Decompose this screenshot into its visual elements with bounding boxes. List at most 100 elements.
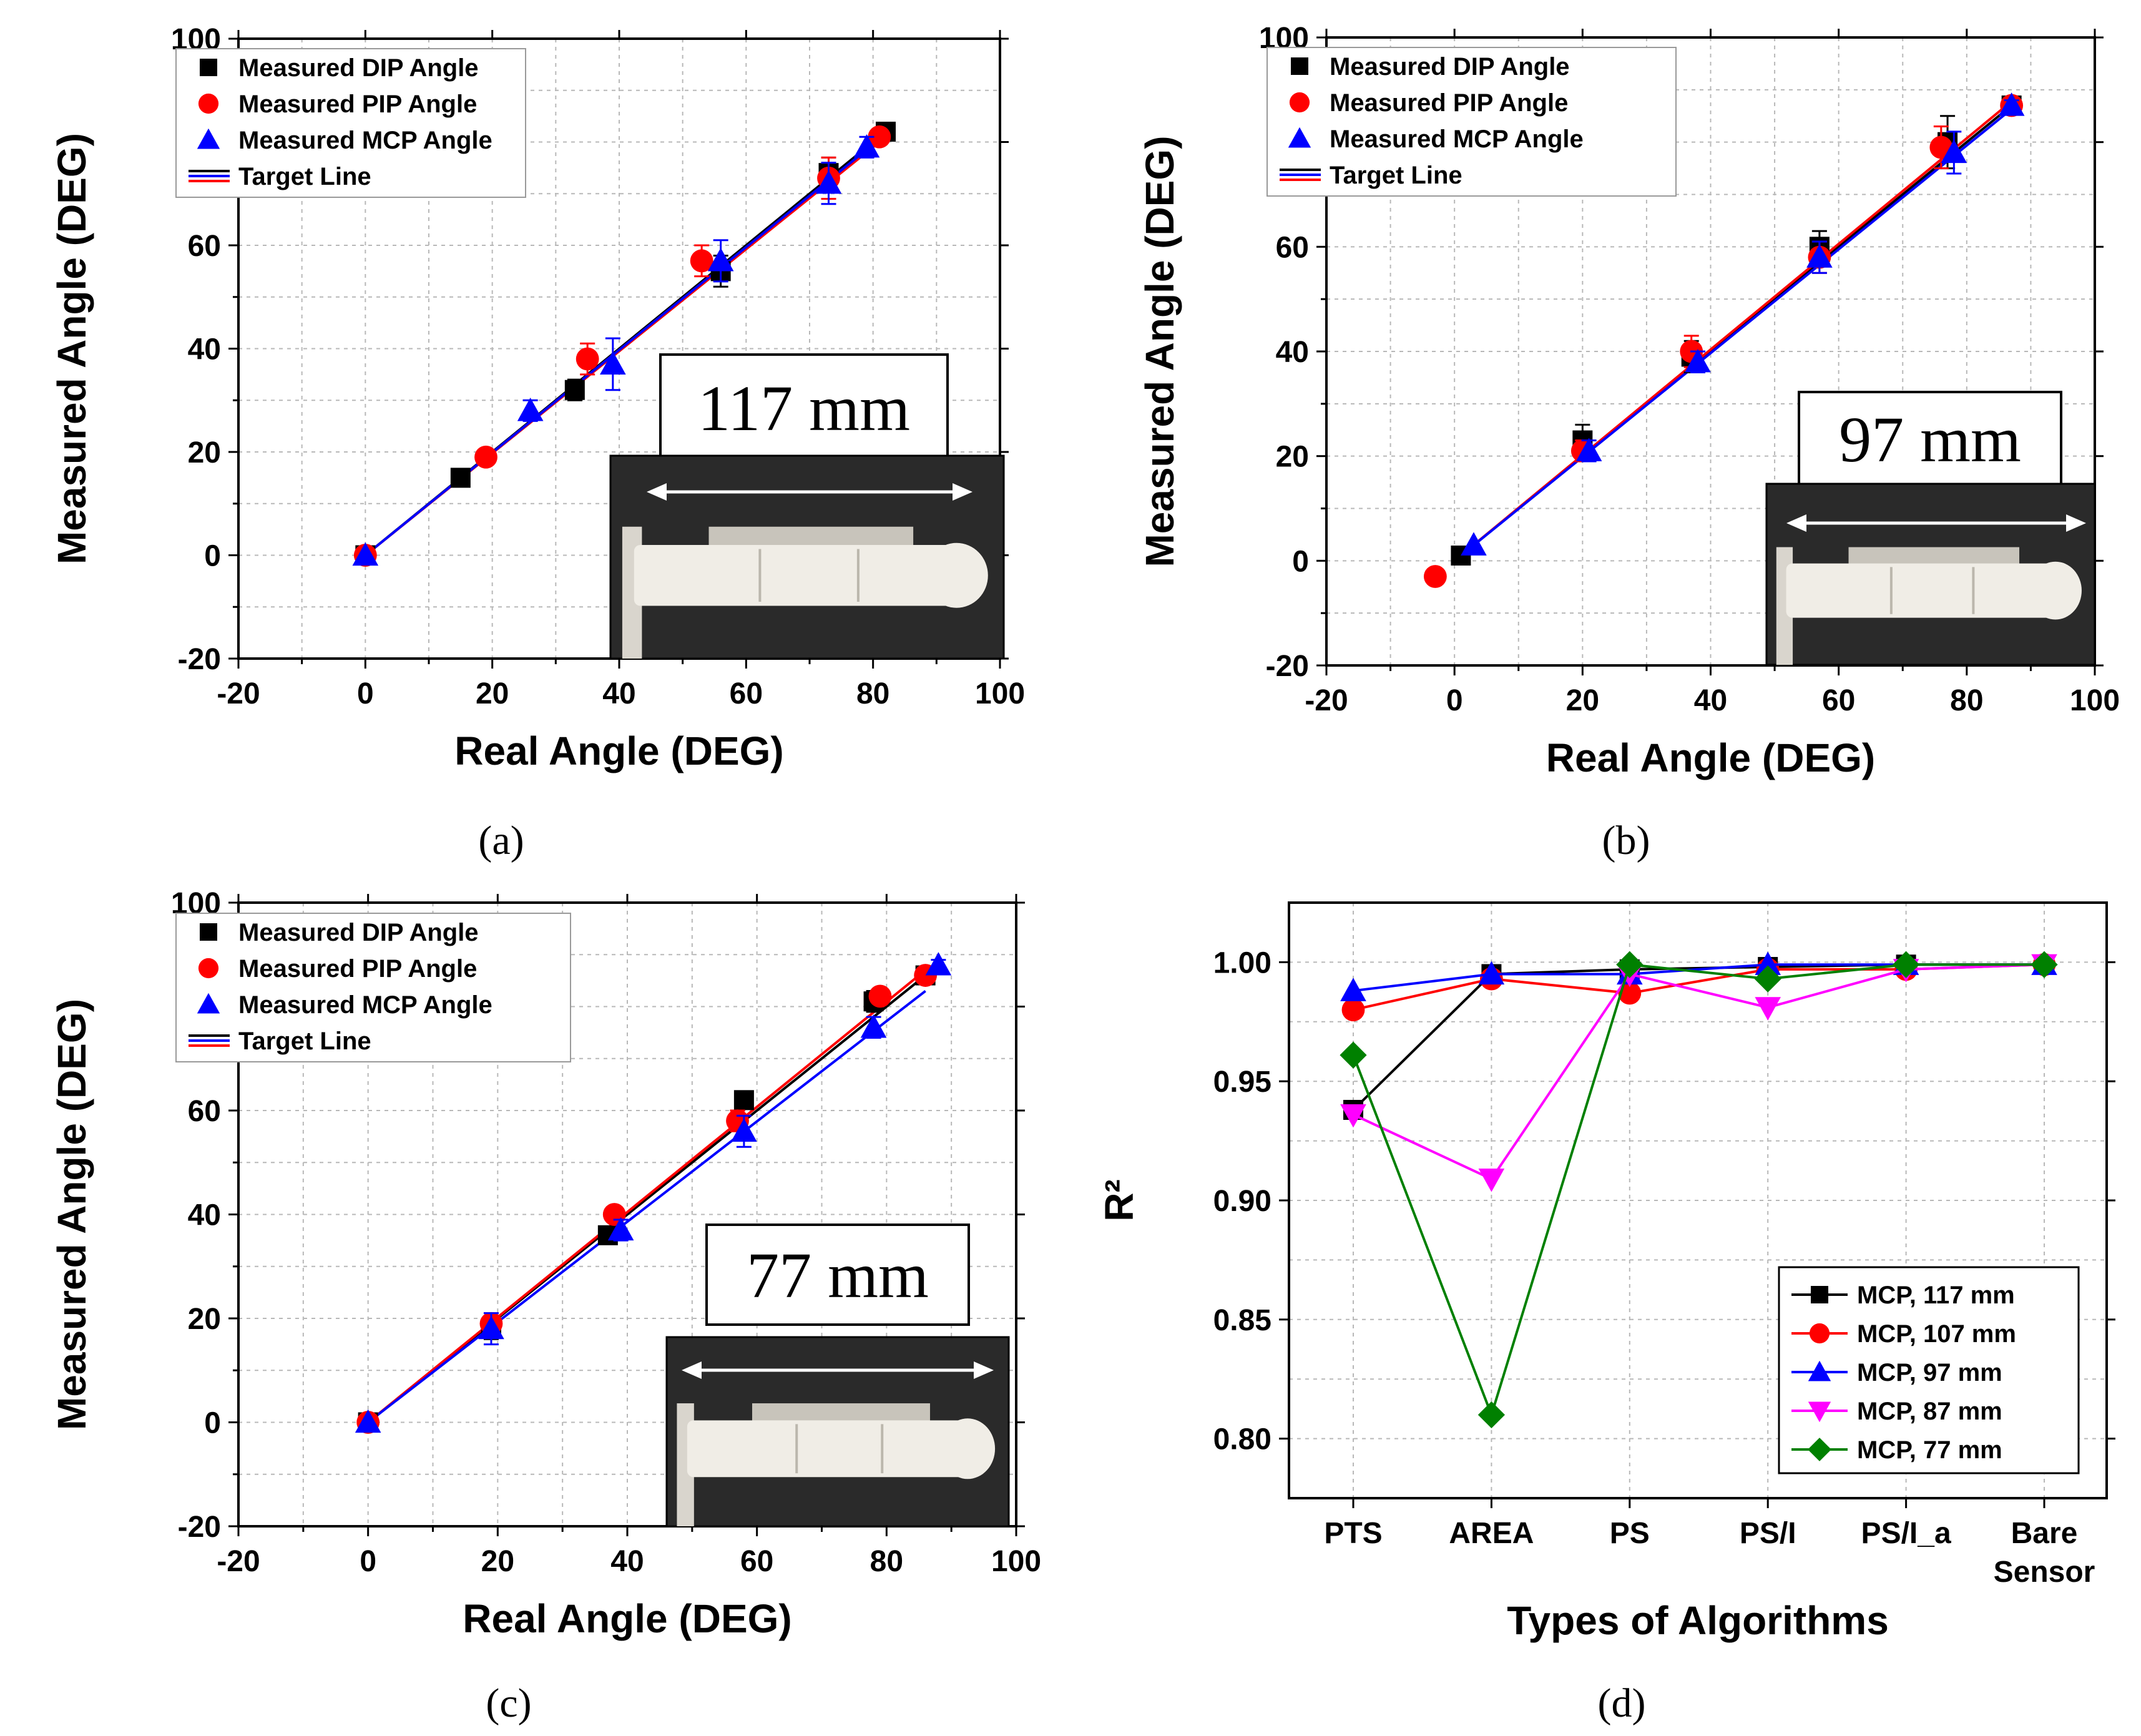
inset: 77 mm <box>665 1224 1010 1528</box>
legend-marker <box>200 923 217 941</box>
legend: Measured DIP Angle Measured PIP Angle Meas… <box>175 48 526 198</box>
data-point <box>1893 951 1920 978</box>
x-tick-label: -20 <box>217 1545 260 1578</box>
panel-label: (a) <box>478 818 524 863</box>
x-tick-label: -20 <box>1305 684 1348 717</box>
target-line <box>367 969 926 1424</box>
legend-label: Measured DIP Angle <box>238 919 479 946</box>
x-tick-label: 20 <box>476 677 509 710</box>
y-tick-label: 0 <box>204 540 221 573</box>
inset-photo-finger <box>687 1420 968 1478</box>
x-tick-label: Bare <box>2011 1517 2078 1550</box>
y-tick-label: 0 <box>204 1407 221 1440</box>
legend-marker <box>198 958 219 979</box>
x-tick-label: Sensor <box>1994 1556 2095 1589</box>
data-point <box>352 542 379 566</box>
legend-box <box>1778 1266 2080 1474</box>
legend: Measured DIP Angle Measured PIP Angle Meas… <box>1266 47 1677 197</box>
target-line <box>1453 102 2019 562</box>
legend-marker <box>1288 127 1311 148</box>
y-tick-label: 0.80 <box>1213 1423 1271 1456</box>
x-tick-label: 80 <box>856 677 889 710</box>
data-point <box>576 347 599 371</box>
inset-label-box <box>705 1224 970 1326</box>
legend-label: Measured DIP Angle <box>1330 53 1570 81</box>
y-tick-label: 40 <box>1276 336 1309 369</box>
data-point <box>868 125 891 149</box>
data-point <box>600 351 626 375</box>
data-point <box>853 134 880 158</box>
series-triangle <box>355 952 952 1433</box>
legend-marker <box>198 93 219 114</box>
inset-label-box <box>1798 391 2062 487</box>
data-point <box>474 445 497 469</box>
legend-label: Target Line <box>1330 162 1462 189</box>
legend-label: Target Line <box>238 1027 371 1055</box>
data-point <box>731 1118 757 1142</box>
data-point <box>1998 92 2025 116</box>
data-point <box>1616 951 1644 978</box>
legend-marker <box>197 993 220 1014</box>
inset-label: 117 mm <box>698 373 910 444</box>
inset: 97 mm <box>1765 391 2096 666</box>
legend-marker <box>1289 92 1310 113</box>
x-tick-label: 100 <box>991 1545 1041 1578</box>
x-tick-label: PS <box>1610 1517 1650 1550</box>
inset-label: 77 mm <box>747 1240 929 1312</box>
data-point <box>607 1217 634 1241</box>
x-tick-label: 60 <box>1822 684 1855 717</box>
legend-label: Measured MCP Angle <box>238 127 492 154</box>
data-point <box>355 1409 381 1433</box>
legend-label: MCP, 97 mm <box>1857 1359 2002 1386</box>
series-triangle <box>352 134 880 566</box>
data-point <box>1423 565 1447 588</box>
x-tick-label: 40 <box>1694 684 1727 717</box>
arrow-head-left <box>682 1361 702 1379</box>
y-tick-label: 20 <box>1276 441 1309 474</box>
data-point <box>1755 997 1781 1021</box>
legend: MCP, 117 mm MCP, 107 mm MCP, 97 mm MCP, 87 … <box>1778 1266 2080 1474</box>
legend-marker <box>200 59 217 76</box>
x-tick-label: 0 <box>360 1545 376 1578</box>
inset-photo-fingertip <box>925 542 988 608</box>
x-tick-label: 80 <box>870 1545 903 1578</box>
series-diamond <box>1340 951 2058 1429</box>
x-tick-label: 100 <box>975 677 1025 710</box>
y-tick-label: 40 <box>188 1199 221 1232</box>
legend: Measured DIP Angle Measured PIP Angle Meas… <box>175 913 571 1062</box>
x-axis-title: Types of Algorithms <box>1507 1598 1889 1643</box>
data-point <box>1754 965 1781 993</box>
data-point <box>815 170 842 194</box>
y-axis-title: Measured Angle (DEG) <box>1137 135 1182 567</box>
y-tick-label: 60 <box>1276 231 1309 264</box>
legend-label: Measured PIP Angle <box>238 955 477 983</box>
legend-label: MCP, 117 mm <box>1857 1282 2015 1309</box>
y-axis-title: Measured Angle (DEG) <box>49 999 94 1430</box>
panel-label: (c) <box>486 1680 531 1726</box>
legend-marker <box>197 128 220 149</box>
legend-marker <box>1809 1323 1830 1344</box>
series-line <box>1352 963 2044 1419</box>
y-tick-label: 40 <box>188 333 221 366</box>
data-point <box>2031 951 2058 978</box>
x-axis-title: Real Angle (DEG) <box>454 728 783 773</box>
data-point <box>450 468 471 488</box>
y-tick-label: 20 <box>188 436 221 469</box>
x-tick-label: PS/I_a <box>1861 1517 1951 1550</box>
arrow-head-left <box>647 483 667 501</box>
inset-photo-finger <box>1786 563 2055 618</box>
inset-label: 97 mm <box>1839 404 2021 476</box>
panel-label: (b) <box>1602 818 1650 863</box>
data-point <box>478 1315 504 1340</box>
data-point <box>1340 1041 1367 1069</box>
data-point <box>1755 951 1781 975</box>
data-point <box>1941 139 1967 164</box>
x-tick-label: 40 <box>610 1545 644 1578</box>
legend-label: Measured PIP Angle <box>1330 89 1568 117</box>
legend-label: MCP, 107 mm <box>1857 1320 2016 1348</box>
x-tick-label: PTS <box>1324 1517 1382 1550</box>
series-circle <box>1341 953 2056 1022</box>
x-tick-label: 40 <box>602 677 635 710</box>
